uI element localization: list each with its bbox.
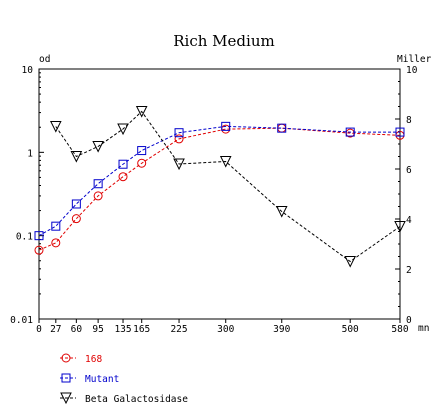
x-tick-label: 95 (92, 324, 103, 335)
data-point (135, 106, 148, 118)
data-point (51, 221, 61, 231)
y-right-tick-label: 10 (406, 65, 418, 76)
data-point (118, 172, 128, 182)
data-point (118, 159, 128, 169)
x-tick-label: 300 (217, 324, 234, 335)
data-point (174, 128, 184, 138)
data-point (277, 123, 287, 133)
legend-marker (61, 353, 71, 363)
data-point (221, 121, 231, 131)
data-point (344, 256, 357, 268)
y-right-tick-label: 6 (406, 165, 412, 176)
data-point (137, 146, 147, 156)
axis-ticks: 0 27 60 95 135 165 225 300 390 500 580 0.01 0.1 1 10 0 2… (10, 65, 418, 335)
data-point (71, 199, 81, 209)
y-right-axis-label: Miller (397, 54, 432, 65)
plot-frame (38, 68, 401, 320)
series-line (38, 125, 400, 237)
y-left-tick-label: 1 (27, 148, 33, 159)
x-tick-label: 60 (71, 324, 83, 335)
legend-label: Beta Galactosidase (85, 394, 188, 405)
data-point (34, 245, 44, 255)
y-left-tick-label: 10 (22, 65, 34, 76)
x-tick-label: 390 (273, 324, 290, 335)
legend-label: Mutant (85, 374, 119, 385)
y-left-tick-label: 0.1 (16, 232, 33, 243)
data-point (275, 206, 288, 218)
data-point (219, 156, 232, 168)
data-point (117, 123, 129, 136)
x-tick-label: 225 (170, 324, 187, 335)
x-tick-label: 27 (50, 324, 61, 335)
data-point (71, 214, 81, 224)
legend-marker (60, 392, 72, 405)
y-left-tick-label: 0.01 (10, 315, 33, 326)
y-right-tick-label: 0 (406, 315, 412, 326)
chart-title: Rich Medium (173, 32, 274, 50)
x-tick-label: 0 (36, 324, 42, 335)
data-point (70, 151, 83, 163)
legend-marker (61, 373, 71, 383)
data-point (174, 134, 184, 144)
y-right-tick-label: 2 (406, 265, 412, 276)
x-tick-label: 165 (133, 324, 150, 335)
data-point (173, 158, 185, 171)
series-layer (34, 106, 406, 268)
data-point (93, 179, 103, 189)
data-point (92, 141, 104, 153)
y-right-tick-label: 4 (406, 215, 412, 226)
y-left-axis-label: od (39, 54, 50, 65)
data-point (395, 127, 405, 137)
series-line (38, 127, 401, 251)
x-tick-label: 580 (391, 324, 408, 335)
y-right-tick-label: 8 (406, 115, 412, 126)
data-point (93, 191, 103, 201)
x-tick-label: 500 (342, 324, 359, 335)
data-point (137, 158, 147, 168)
series-2 (49, 106, 406, 268)
series-1 (34, 121, 405, 241)
data-point (394, 221, 406, 233)
data-point (34, 231, 44, 241)
data-point (51, 238, 61, 248)
legend: 168 Mutant Beta Galactosidase (60, 353, 188, 405)
data-point (49, 121, 62, 133)
series-line (55, 110, 401, 263)
data-point (345, 127, 355, 137)
x-axis-label: mn (418, 323, 429, 334)
legend-label: 168 (85, 354, 102, 365)
series-0 (34, 123, 405, 255)
x-tick-label: 135 (114, 324, 131, 335)
